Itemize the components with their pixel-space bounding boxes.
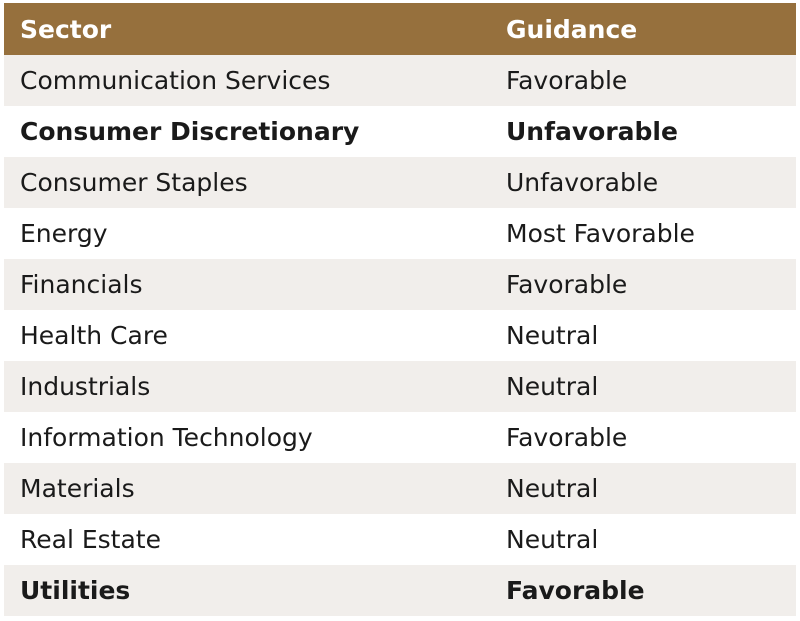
sector-cell: Consumer Discretionary bbox=[20, 117, 360, 146]
header-guidance: Guidance bbox=[506, 14, 638, 44]
sector-cell: Materials bbox=[20, 474, 135, 503]
table-row: Information Technology Favorable bbox=[4, 412, 796, 463]
sector-cell: Industrials bbox=[20, 372, 151, 401]
guidance-cell: Favorable bbox=[506, 423, 628, 452]
table-row: Health Care Neutral bbox=[4, 310, 796, 361]
table-row: Consumer Discretionary Unfavorable bbox=[4, 106, 796, 157]
guidance-cell: Unfavorable bbox=[506, 168, 659, 197]
sector-cell: Information Technology bbox=[20, 423, 313, 452]
sector-cell: Utilities bbox=[20, 576, 131, 605]
table-row: Industrials Neutral bbox=[4, 361, 796, 412]
sector-cell: Consumer Staples bbox=[20, 168, 248, 197]
sector-guidance-table: Sector Guidance Communication Services F… bbox=[4, 3, 796, 616]
sector-cell: Real Estate bbox=[20, 525, 161, 554]
sector-cell: Financials bbox=[20, 270, 143, 299]
guidance-cell: Favorable bbox=[506, 66, 628, 95]
guidance-cell: Neutral bbox=[506, 525, 599, 554]
guidance-cell: Neutral bbox=[506, 321, 599, 350]
table-row: Communication Services Favorable bbox=[4, 55, 796, 106]
table-row: Energy Most Favorable bbox=[4, 208, 796, 259]
guidance-cell: Most Favorable bbox=[506, 219, 695, 248]
table-header-row: Sector Guidance bbox=[4, 3, 796, 55]
header-sector: Sector bbox=[20, 14, 112, 44]
table-row: Materials Neutral bbox=[4, 463, 796, 514]
sector-cell: Health Care bbox=[20, 321, 168, 350]
sector-cell: Energy bbox=[20, 219, 108, 248]
guidance-cell: Favorable bbox=[506, 270, 628, 299]
table-row: Consumer Staples Unfavorable bbox=[4, 157, 796, 208]
guidance-cell: Unfavorable bbox=[506, 117, 678, 146]
guidance-cell: Favorable bbox=[506, 576, 645, 605]
sector-cell: Communication Services bbox=[20, 66, 331, 95]
table-row: Real Estate Neutral bbox=[4, 514, 796, 565]
table-row: Utilities Favorable bbox=[4, 565, 796, 616]
guidance-cell: Neutral bbox=[506, 474, 599, 503]
table-row: Financials Favorable bbox=[4, 259, 796, 310]
guidance-cell: Neutral bbox=[506, 372, 599, 401]
